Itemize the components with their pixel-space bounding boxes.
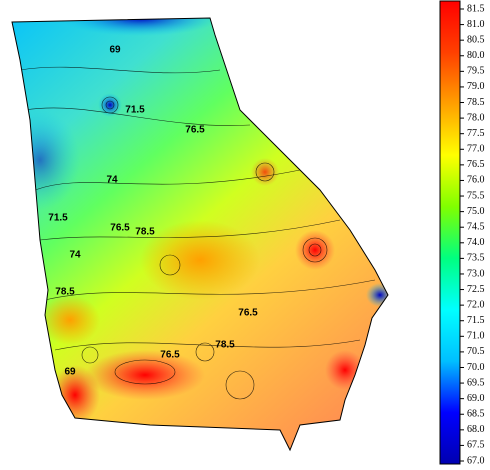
contour-label: 71.5 [48,213,68,224]
colorbar-tick-label: 71.0 [467,331,485,342]
colorbar-tick-label: 70.5 [467,346,485,357]
contour-label: 69 [109,45,121,56]
contour-labels: 69 71.5 74 71.5 74 76.5 78.5 76.5 78.5 76.5 76.5 78… [48,45,258,378]
contour-label: 76.5 [110,223,130,234]
colorbar-tick-label: 77.0 [467,144,485,155]
colorbar-tick-label: 79.0 [467,81,485,92]
colorbar-tick-label: 71.5 [467,315,485,326]
contour-label: 71.5 [125,105,145,116]
colorbar-tick-label: 70.0 [467,362,485,373]
contour-label: 69 [64,367,76,378]
colorbar-tick-label: 69.5 [467,377,485,388]
colorbar-tick-label: 79.5 [467,66,485,77]
state-outline [11,17,389,452]
colorbar-fill [439,0,461,465]
colorbar-tick-label: 78.0 [467,112,485,123]
colorbar-tick-label: 73.5 [467,253,485,264]
colorbar-tick-label: 69.0 [467,393,485,404]
contour-label: 78.5 [135,227,155,238]
colorbar-tick-label: 73.0 [467,268,485,279]
colorbar-tick-label: 76.5 [467,159,485,170]
colorbar-tick-label: 80.5 [467,34,485,45]
contour-label: 76.5 [238,308,258,319]
colorbar-tick-label: 80.0 [467,50,485,61]
colorbar-tick-label: 76.0 [467,175,485,186]
colorbar-tick-label: 74.0 [467,237,485,248]
contour-label: 76.5 [160,350,180,361]
colorbar-tick-label: 68.0 [467,424,485,435]
colorbar-tick-label: 72.5 [467,284,485,295]
colorbar-tick-label: 67.5 [467,440,485,451]
contour-label: 74 [106,175,118,186]
colorbar-tick-label: 72.0 [467,299,485,310]
colorbar-tick-label: 81.5 [467,3,485,14]
colorbar-tick-label: 75.0 [467,206,485,217]
colorbar-tick-label: 78.5 [467,97,485,108]
colorbar-tick-label: 67.0 [467,455,485,466]
colorbar: 67.0 67.5 68.0 68.5 69.0 69.5 70.0 70.5 71.0 71.5… [439,0,485,466]
contour-label: 74 [69,250,81,261]
contour-label: 78.5 [215,340,235,351]
colorbar-tick-label: 75.5 [467,190,485,201]
colorbar-tick-label: 77.5 [467,128,485,139]
map-fill [12,18,388,450]
colorbar-tick-label: 68.5 [467,409,485,420]
colorbar-tick-label: 74.5 [467,222,485,233]
colorbar-tick-label: 81.0 [467,19,485,30]
contour-label: 78.5 [55,287,75,298]
contour-label: 76.5 [185,125,205,136]
